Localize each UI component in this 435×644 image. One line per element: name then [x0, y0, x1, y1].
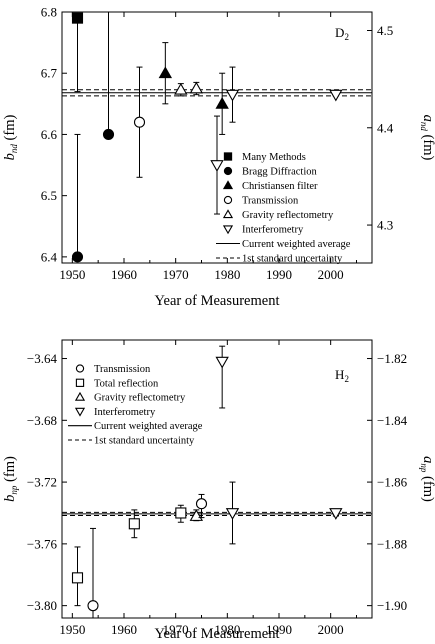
y-axis-label: bnp (fm): [2, 456, 19, 502]
chart-panel-h2: 1950 1960 1970 1980 1990 2000 −3.64 −3.68 −3.72 −…: [2, 339, 435, 642]
y-axis-label: bnd (fm): [2, 115, 19, 161]
plot-frame: [61, 339, 373, 619]
data-points: [71, 345, 343, 618]
y2-tick-label: −1.82: [377, 351, 407, 366]
legend-label: Transmission: [94, 364, 151, 375]
data-point: [215, 96, 229, 109]
data-point: [225, 508, 240, 520]
legend-marker: [223, 152, 233, 161]
data-point: [71, 572, 84, 584]
legend-label: Many Methods: [242, 152, 306, 163]
legend-label: Gravity reflectometry: [242, 210, 334, 221]
data-point: [225, 89, 240, 102]
y-tick-label: −3.72: [27, 475, 57, 490]
legend-label: Interferometry: [242, 225, 304, 236]
data-point: [71, 251, 84, 263]
panel-tag: H2: [335, 367, 349, 384]
y2-tick-label: 4.4: [377, 120, 394, 135]
x-axis-label: Year of Measurement: [155, 626, 280, 642]
y-tick-label: 6.6: [41, 127, 58, 142]
x-tick-label: 1960: [111, 622, 137, 637]
x-tick-label: 1970: [163, 267, 189, 282]
y-tick-label: 6.5: [41, 188, 57, 203]
legend-label: 1st standard uncertainty: [242, 254, 343, 265]
data-point: [87, 600, 99, 612]
y2-axis-label: anp (fm): [419, 456, 435, 502]
data-point: [175, 507, 187, 519]
x-tick-label: 1970: [163, 622, 189, 637]
x-tick-label: 2000: [318, 267, 344, 282]
data-point: [158, 66, 173, 79]
data-points: [71, 12, 343, 263]
y2-tick-label: −1.86: [377, 475, 408, 490]
legend-marker: [75, 364, 85, 373]
data-point: [329, 508, 343, 520]
y2-tick-label: 4.5: [377, 23, 393, 38]
legend-label: 1st standard uncertainty: [94, 436, 195, 447]
x-tick-label: 1980: [214, 267, 240, 282]
data-point: [133, 116, 146, 128]
y-tick-label: −3.76: [27, 536, 58, 551]
panel-tag: D2: [335, 25, 349, 42]
y-tick-label: −3.64: [27, 351, 58, 366]
x-tick-label: 1990: [266, 267, 292, 282]
x-tick-label: 1960: [111, 267, 137, 282]
legend-label: Bragg Diffraction: [242, 167, 317, 178]
x-tick-label: 1950: [59, 267, 85, 282]
data-point: [71, 12, 84, 24]
x-tick-label: 1990: [266, 622, 292, 637]
legend: Many Methods Bragg Diffraction Christianse…: [216, 152, 351, 265]
legend-marker: [75, 378, 85, 387]
legend-label: Current weighted average: [94, 421, 203, 432]
data-point: [195, 498, 208, 510]
y2-tick-label: −1.88: [377, 536, 407, 551]
legend-marker: [223, 166, 233, 176]
legend-label: Total reflection: [94, 378, 159, 389]
y2-tick-label: 4.3: [377, 218, 393, 233]
y-tick-label: 6.4: [41, 249, 58, 264]
x-tick-label: 2000: [318, 622, 344, 637]
data-point: [215, 356, 229, 369]
legend-label: Interferometry: [94, 407, 156, 418]
legend-marker: [222, 180, 234, 190]
legend-marker: [222, 209, 234, 219]
x-axis-label: Year of Measurement: [155, 293, 280, 309]
y2-axis-label: and (fm): [419, 115, 435, 161]
y-tick-label: −3.68: [27, 413, 57, 428]
data-point: [102, 128, 115, 140]
legend-marker: [74, 407, 86, 417]
data-point: [329, 89, 343, 102]
data-point: [128, 518, 140, 530]
chart-panel-d2: 1950 1960 1970 1980 1990 2000 6.4 6.5 6.6 6.7 6.8 4…: [2, 5, 435, 310]
data-point: [189, 81, 204, 94]
x-tick-label: 1950: [59, 622, 85, 637]
legend-marker: [74, 391, 86, 401]
legend-label: Christiansen filter: [242, 181, 318, 192]
legend-marker: [223, 195, 233, 205]
y-tick-label: 6.8: [41, 5, 57, 20]
legend-marker: [222, 225, 234, 235]
data-point: [210, 160, 224, 172]
legend-label: Transmission: [242, 196, 299, 207]
y-tick-label: 6.7: [41, 66, 58, 81]
x-tick-label: 1980: [214, 622, 240, 637]
y-tick-label: −3.80: [27, 598, 57, 613]
plot-frame: [61, 11, 373, 264]
legend-label: Current weighted average: [242, 239, 351, 250]
y2-tick-label: −1.90: [377, 598, 407, 613]
y2-tick-label: −1.84: [377, 413, 408, 428]
data-point: [174, 82, 188, 95]
legend-label: Gravity reflectometry: [94, 393, 186, 404]
legend: Transmission Total reflection Gravity refl…: [68, 364, 203, 447]
